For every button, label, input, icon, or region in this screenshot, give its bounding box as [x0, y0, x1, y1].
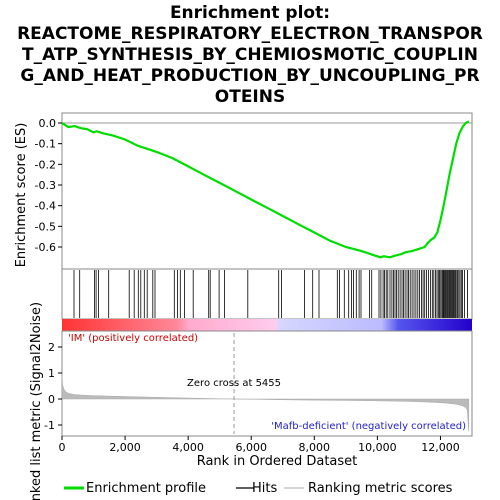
title-line: Enrichment plot: — [170, 3, 330, 23]
enrichment-profile-line — [61, 120, 470, 259]
es-y-tick-label: -0.3 — [35, 179, 56, 192]
chart-title: Enrichment plot:REACTOME_RESPIRATORY_ELE… — [17, 3, 483, 107]
hits-panel — [73, 270, 469, 318]
es-y-axis: 0.0 -0.1 -0.2 -0.3 -0.4 -0.5 -0.6 — [35, 117, 62, 254]
metric-x-tick-label: 4,000 — [172, 441, 204, 454]
ranking-metric-area — [61, 374, 470, 432]
zero-cross-label: Zero cross at 5455 — [187, 378, 281, 389]
metric-y-tick-label: 0 — [48, 393, 55, 406]
es-y-axis-label: Enrichment score (ES) — [14, 123, 29, 268]
positive-correlation-label: 'IM' (positively correlated) — [68, 333, 198, 344]
metric-x-tick-label: 8,000 — [299, 441, 331, 454]
legend: Enrichment profile Hits Ranking metric s… — [64, 481, 453, 496]
rank-color-bar — [62, 319, 472, 331]
metric-y-tick-label: 1 — [48, 367, 55, 380]
metric-y-tick-label: 2 — [48, 341, 55, 354]
title-line: T_ATP_SYNTHESIS_BY_CHEMIOSMOTIC_COUPLIN — [22, 45, 478, 65]
es-y-tick-label: -0.4 — [35, 200, 56, 213]
legend-hits-label: Hits — [252, 481, 277, 496]
title-line: G_AND_HEAT_PRODUCTION_BY_UNCOUPLING_PR — [20, 66, 479, 86]
metric-x-tick-label: 10,000 — [358, 441, 397, 454]
metric-x-axis-label: Rank in Ordered Dataset — [197, 454, 358, 469]
metric-plot-frame — [61, 330, 473, 437]
legend-metric-label: Ranking metric scores — [308, 481, 453, 496]
es-plot-frame — [61, 112, 473, 270]
metric-y-tick-label: -1 — [44, 419, 55, 432]
negative-correlation-label: 'Mafb-deficient' (negatively correlated) — [271, 421, 466, 432]
es-y-tick-label: -0.2 — [35, 158, 56, 171]
es-y-tick-label: -0.5 — [35, 220, 56, 233]
es-y-tick-label: -0.6 — [35, 241, 56, 254]
legend-profile-label: Enrichment profile — [86, 481, 206, 496]
metric-x-tick-label: 12,000 — [421, 441, 460, 454]
metric-x-tick-label: 0 — [59, 441, 66, 454]
title-line: OTEINS — [215, 87, 285, 107]
metric-x-tick-label: 2,000 — [109, 441, 141, 454]
es-y-tick-label: -0.1 — [35, 138, 56, 151]
metric-x-axis: 0 2,000 4,000 6,000 8,000 10,000 12,000 — [59, 436, 460, 454]
es-y-tick-label: 0.0 — [39, 117, 57, 130]
metric-x-tick-label: 6,000 — [235, 441, 267, 454]
metric-y-axis-label: Ranked list metric (Signal2Noise) — [29, 302, 44, 500]
metric-y-axis: 2 1 0 -1 — [44, 341, 62, 432]
title-line: REACTOME_RESPIRATORY_ELECTRON_TRANSPOR — [17, 24, 483, 44]
